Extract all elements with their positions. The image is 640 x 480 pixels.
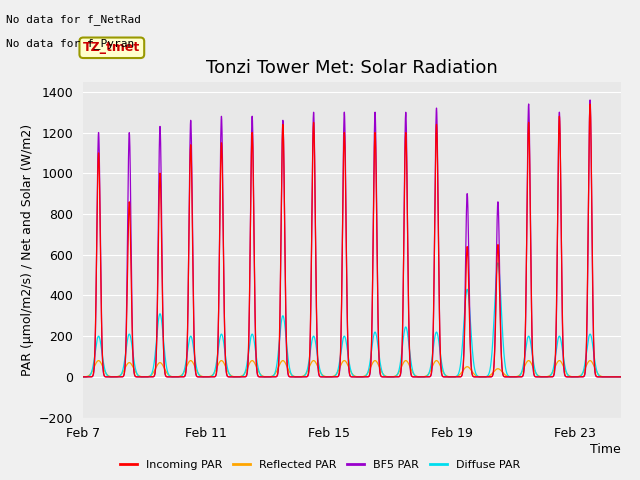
Text: No data for f_Pyran: No data for f_Pyran <box>6 38 134 49</box>
Legend: Incoming PAR, Reflected PAR, BF5 PAR, Diffuse PAR: Incoming PAR, Reflected PAR, BF5 PAR, Di… <box>116 456 524 474</box>
Text: TZ_tmet: TZ_tmet <box>83 41 140 54</box>
Y-axis label: PAR (μmol/m2/s) / Net and Solar (W/m2): PAR (μmol/m2/s) / Net and Solar (W/m2) <box>20 123 33 376</box>
Title: Tonzi Tower Met: Solar Radiation: Tonzi Tower Met: Solar Radiation <box>206 59 498 77</box>
X-axis label: Time: Time <box>590 443 621 456</box>
Text: No data for f_NetRad: No data for f_NetRad <box>6 14 141 25</box>
